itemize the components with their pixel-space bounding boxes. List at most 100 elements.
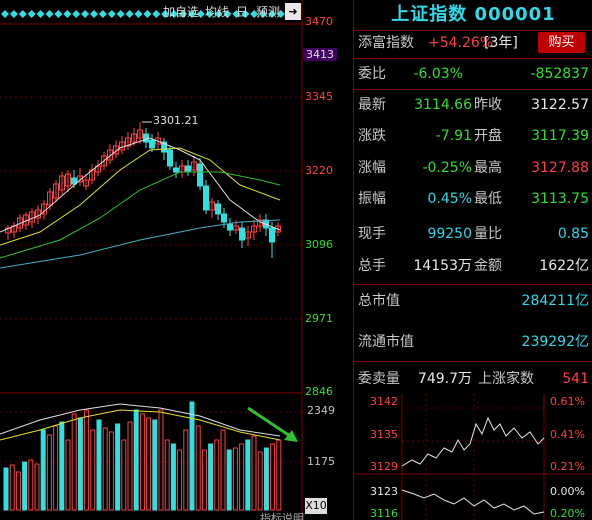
latest-row: 最新 3114.66 昨收 3122.57 <box>354 92 592 118</box>
period-day-button[interactable]: 日 <box>236 5 249 19</box>
mini-axis-left: 3142 <box>370 395 398 408</box>
buy-button[interactable]: 购买 <box>538 32 585 53</box>
moving-average-button[interactable]: 均线 <box>205 5 230 19</box>
volume-bar <box>53 425 59 511</box>
collapse-arrow-icon[interactable]: ➜ <box>285 3 301 20</box>
ma5-line <box>0 137 281 233</box>
volume-bar <box>177 449 183 511</box>
candle-body <box>47 191 53 206</box>
mini-axis-right: 0.00% <box>550 485 585 498</box>
change-pct-row: 涨幅 -0.25% 最高 3127.88 <box>354 155 592 181</box>
volume-bar <box>90 429 96 511</box>
event-marker-icon <box>170 10 179 18</box>
current-vol-label: 现手 <box>358 226 386 242</box>
trend-arrow-head-icon <box>284 430 298 442</box>
event-marker-icon <box>205 10 214 18</box>
candle-body <box>155 137 161 145</box>
amount-value: 1622亿 <box>539 258 589 274</box>
volume-ma-line <box>0 409 281 441</box>
total-cap-value: 284211亿 <box>521 293 589 309</box>
candle-body <box>161 141 167 153</box>
float-cap-row: 流通市值 239292亿 <box>354 329 592 355</box>
volume-axis-label: 1175 <box>307 455 335 468</box>
candle-body <box>233 225 239 231</box>
event-marker-icon <box>9 10 18 18</box>
fortune-index-value: +54.26% <box>428 35 494 51</box>
volume-bar <box>3 467 9 511</box>
candle-body <box>215 203 221 215</box>
up-count-value: 541 <box>562 371 589 387</box>
quote-panel: 上证指数 000001 添富指数 +54.26% [3年] 购买 委比 -6.0… <box>353 0 592 520</box>
event-marker-icon <box>187 10 196 18</box>
amplitude-label: 振幅 <box>358 191 386 207</box>
candle-body <box>71 177 77 185</box>
candle-body <box>5 227 11 234</box>
event-marker-icon <box>161 10 170 18</box>
candle-body <box>167 149 173 167</box>
event-marker-icon <box>45 10 54 18</box>
volume-bar <box>28 459 34 511</box>
volume-bar <box>170 443 176 511</box>
price-axis-label: 3345 <box>305 90 333 103</box>
candle-body <box>107 149 113 161</box>
total-cap-label: 总市值 <box>358 293 400 309</box>
candle-body <box>245 231 251 239</box>
candle-body <box>209 201 215 211</box>
low-value: 3113.75 <box>531 191 589 207</box>
event-marker-icon <box>143 10 152 18</box>
volume-bar <box>152 419 158 511</box>
volume-bar <box>59 421 65 511</box>
volume-bar <box>232 447 238 511</box>
volume-bar <box>220 429 226 511</box>
volume-bar <box>127 421 133 511</box>
event-marker-icon <box>63 10 72 18</box>
mini-axis-left: 3129 <box>370 460 398 473</box>
volume-scale-badge: X10 <box>305 498 327 514</box>
divider <box>354 361 592 362</box>
mini-axis-right: 0.21% <box>550 460 585 473</box>
fortune-index-row: 添富指数 +54.26% [3年] <box>354 30 592 56</box>
current-vol-value: 99250 <box>427 226 472 242</box>
candle-body <box>101 155 107 167</box>
forecast-button[interactable]: 预测 <box>256 5 281 19</box>
volume-bar <box>77 417 83 511</box>
volume-bar <box>239 443 245 511</box>
vol-ratio-label: 量比 <box>474 226 502 242</box>
add-watchlist-button[interactable]: 加自选 <box>163 5 200 19</box>
volume-bar <box>133 409 139 511</box>
event-marker-icon <box>241 10 250 18</box>
intraday-mini-chart[interactable] <box>354 394 592 520</box>
prev-close-value: 3122.57 <box>531 97 589 113</box>
trend-arrow-icon <box>247 406 297 442</box>
total-vol-value: 14153万 <box>413 258 472 274</box>
volume-bar <box>84 409 90 511</box>
candle-body <box>113 145 119 155</box>
current-vol-row: 现手 99250 量比 0.85 <box>354 221 592 247</box>
candle-body <box>17 217 23 229</box>
mini-price-line <box>401 416 545 467</box>
event-marker-icon <box>72 10 81 18</box>
ma20-line <box>0 171 281 259</box>
weibi-label: 委比 <box>358 66 386 82</box>
volume-bar <box>164 439 170 511</box>
mini-axis-right: 0.20% <box>550 507 585 520</box>
change-row: 涨跌 -7.91 开盘 3117.39 <box>354 123 592 149</box>
price-axis-label: 2971 <box>305 312 333 325</box>
event-marker-icon <box>54 10 63 18</box>
candle-body <box>125 137 131 147</box>
volume-bar <box>276 439 282 511</box>
volume-axis-label: 2349 <box>307 404 335 417</box>
indicator-help-link[interactable]: 指标说明 <box>260 512 304 520</box>
kline-chart-panel[interactable]: 加自选 均线 日 预测 ➜ 3470 3413 3345 3220 3096 2… <box>0 0 352 520</box>
kline-chart-canvas[interactable] <box>0 0 352 520</box>
volume-bar <box>121 439 127 511</box>
candle-body <box>143 133 149 143</box>
candle-body <box>65 173 71 187</box>
amount-label: 金额 <box>474 258 502 274</box>
mini-axis-left: 3116 <box>370 507 398 520</box>
divider <box>354 89 592 90</box>
volume-ma-line <box>0 403 281 437</box>
volume-bar <box>208 443 214 511</box>
volume-bar <box>189 401 195 511</box>
volume-bar <box>201 449 207 511</box>
